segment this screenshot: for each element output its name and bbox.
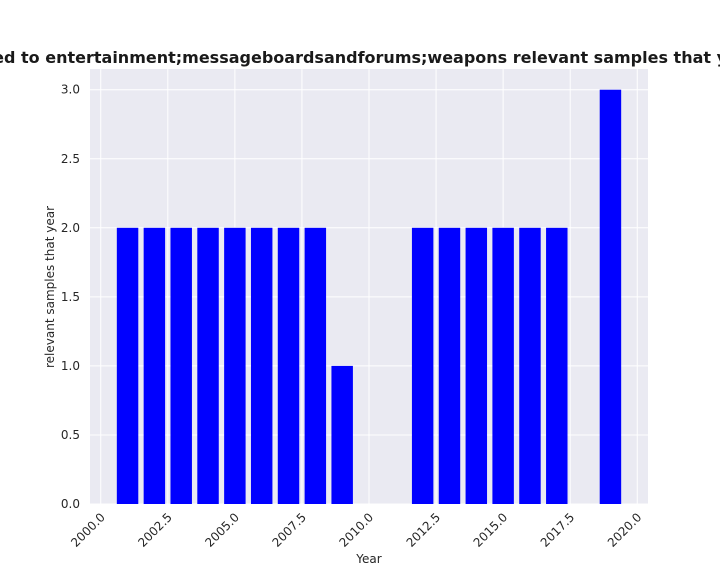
y-tick-label: 2.5 <box>61 152 80 166</box>
x-tick-label: 2012.5 <box>404 510 444 550</box>
bar <box>331 365 353 504</box>
x-tick-label: 2002.5 <box>135 510 175 550</box>
bar <box>277 227 300 505</box>
bars <box>116 89 622 505</box>
bar <box>116 227 139 505</box>
bar <box>438 227 461 505</box>
bar <box>224 227 246 505</box>
y-tick-label: 1.0 <box>61 359 80 373</box>
x-tick-label: 2000.0 <box>68 510 108 550</box>
bar <box>197 227 219 505</box>
bar <box>411 227 434 505</box>
bar <box>492 227 514 505</box>
chart-title: e related to entertainment;messageboards… <box>0 48 720 67</box>
x-tick-label: 2020.0 <box>605 510 645 550</box>
x-tick-label: 2005.0 <box>202 510 242 550</box>
y-axis-label: relevant samples that year <box>43 206 57 368</box>
y-tick-label: 0.5 <box>61 428 80 442</box>
bar <box>546 227 568 505</box>
bar <box>143 227 166 505</box>
x-tick-labels: 2000.0 2002.5 2005.0 2007.5 2010.0 2012.5 2015… <box>68 510 644 550</box>
bar <box>465 227 488 505</box>
y-tick-label: 0.0 <box>61 497 80 511</box>
y-tick-label: 1.5 <box>61 290 80 304</box>
bar <box>250 227 273 505</box>
x-axis-label: Year <box>355 552 381 566</box>
y-tick-labels: 0.0 0.5 1.0 1.5 2.0 2.5 3.0 <box>61 83 80 511</box>
x-tick-label: 2017.5 <box>538 510 578 550</box>
bar <box>304 227 327 505</box>
y-tick-label: 2.0 <box>61 221 80 235</box>
y-tick-label: 3.0 <box>61 83 80 97</box>
x-tick-label: 2010.0 <box>337 510 377 550</box>
x-tick-label: 2015.0 <box>471 510 511 550</box>
bar <box>599 89 622 504</box>
x-tick-label: 2007.5 <box>269 510 309 550</box>
bar <box>170 227 192 505</box>
bar <box>519 227 541 505</box>
